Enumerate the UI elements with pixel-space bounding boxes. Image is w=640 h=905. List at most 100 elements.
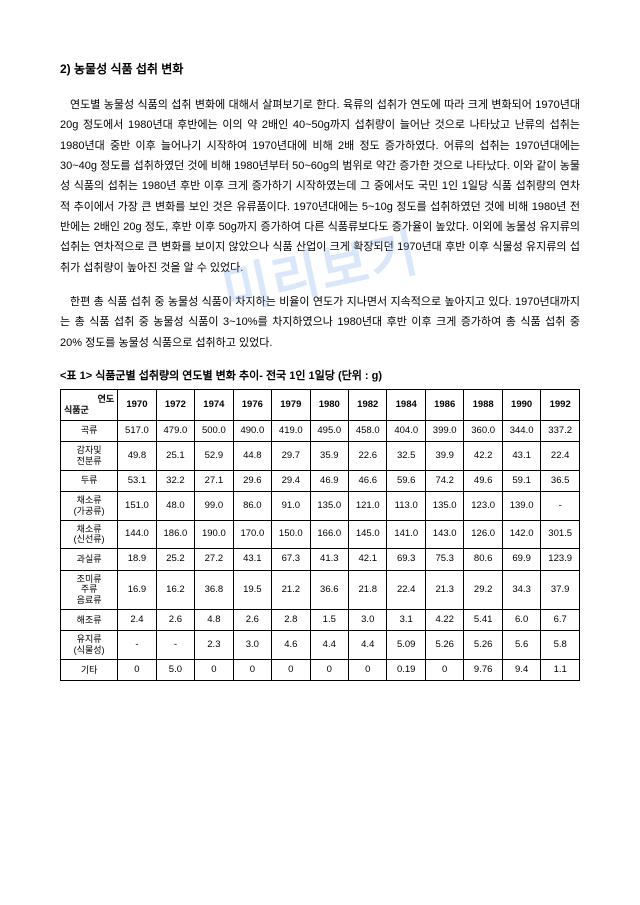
table-row: 기타05.0000000.1909.769.41.1 — [61, 659, 580, 680]
data-cell: 21.2 — [272, 570, 310, 609]
data-cell: 0 — [310, 659, 348, 680]
data-cell: 69.3 — [387, 549, 425, 570]
data-cell: 4.4 — [310, 631, 348, 660]
data-cell: 59.6 — [387, 470, 425, 491]
data-cell: 3.0 — [233, 631, 271, 660]
data-cell: 53.1 — [118, 470, 156, 491]
data-cell: 49.6 — [464, 470, 502, 491]
data-cell: 143.0 — [425, 520, 463, 549]
data-cell: 27.1 — [195, 470, 233, 491]
food-intake-table: 연도 식품군 1970 1972 1974 1976 1979 1980 198… — [60, 389, 580, 681]
data-cell: 113.0 — [387, 492, 425, 521]
data-cell: 121.0 — [349, 492, 387, 521]
data-cell: 19.5 — [233, 570, 271, 609]
paragraph-2: 한편 총 식품 섭취 중 농물성 식품이 차지하는 비율이 연도가 지나면서 지… — [60, 292, 580, 353]
data-cell: 29.4 — [272, 470, 310, 491]
data-cell: 49.8 — [118, 442, 156, 471]
data-cell: 6.7 — [541, 609, 580, 630]
row-label: 두류 — [61, 470, 118, 491]
year-header: 1992 — [541, 390, 580, 421]
data-cell: 41.3 — [310, 549, 348, 570]
section-title: 2) 농물성 식품 섭취 변화 — [60, 60, 580, 77]
data-cell: 52.9 — [195, 442, 233, 471]
data-cell: 0 — [233, 659, 271, 680]
data-cell: 22.6 — [349, 442, 387, 471]
data-cell: - — [156, 631, 194, 660]
data-cell: 419.0 — [272, 420, 310, 441]
data-cell: 21.3 — [425, 570, 463, 609]
data-cell: 32.2 — [156, 470, 194, 491]
data-cell: 170.0 — [233, 520, 271, 549]
row-label: 기타 — [61, 659, 118, 680]
data-cell: 500.0 — [195, 420, 233, 441]
data-cell: 144.0 — [118, 520, 156, 549]
row-label: 해조류 — [61, 609, 118, 630]
data-cell: 145.0 — [349, 520, 387, 549]
data-cell: 48.0 — [156, 492, 194, 521]
paragraph-1: 연도별 농물성 식품의 섭취 변화에 대해서 살펴보기로 한다. 육류의 섭취가… — [60, 95, 580, 278]
row-label: 조미류주류음료류 — [61, 570, 118, 609]
year-header: 1976 — [233, 390, 271, 421]
data-cell: 190.0 — [195, 520, 233, 549]
table-row: 채소류(신선류)144.0186.0190.0170.0150.0166.014… — [61, 520, 580, 549]
data-cell: 135.0 — [425, 492, 463, 521]
data-cell: 2.6 — [156, 609, 194, 630]
data-cell: 5.26 — [425, 631, 463, 660]
data-cell: 404.0 — [387, 420, 425, 441]
data-cell: 123.0 — [464, 492, 502, 521]
data-cell: 37.9 — [541, 570, 580, 609]
data-cell: 9.76 — [464, 659, 502, 680]
data-cell: 0.19 — [387, 659, 425, 680]
year-header: 1988 — [464, 390, 502, 421]
row-label: 과실류 — [61, 549, 118, 570]
data-cell: 16.2 — [156, 570, 194, 609]
year-header: 1972 — [156, 390, 194, 421]
data-cell: 5.8 — [541, 631, 580, 660]
data-cell: 4.8 — [195, 609, 233, 630]
data-cell: 16.9 — [118, 570, 156, 609]
data-cell: 301.5 — [541, 520, 580, 549]
row-label: 채소류(신선류) — [61, 520, 118, 549]
data-cell: 2.3 — [195, 631, 233, 660]
table-row: 해조류2.42.64.82.62.81.53.03.14.225.416.06.… — [61, 609, 580, 630]
data-cell: 9.4 — [502, 659, 540, 680]
data-cell: 43.1 — [502, 442, 540, 471]
data-cell: 34.3 — [502, 570, 540, 609]
data-cell: 25.1 — [156, 442, 194, 471]
data-cell: 22.4 — [387, 570, 425, 609]
row-label: 채소류(가공류) — [61, 492, 118, 521]
data-cell: 1.5 — [310, 609, 348, 630]
data-cell: - — [541, 492, 580, 521]
data-cell: 3.0 — [349, 609, 387, 630]
table-header-row: 연도 식품군 1970 1972 1974 1976 1979 1980 198… — [61, 390, 580, 421]
data-cell: - — [118, 631, 156, 660]
data-cell: 5.09 — [387, 631, 425, 660]
corner-cell: 연도 식품군 — [61, 390, 118, 421]
data-cell: 74.2 — [425, 470, 463, 491]
data-cell: 126.0 — [464, 520, 502, 549]
data-cell: 22.4 — [541, 442, 580, 471]
data-cell: 490.0 — [233, 420, 271, 441]
year-header: 1986 — [425, 390, 463, 421]
data-cell: 27.2 — [195, 549, 233, 570]
row-label: 유지류(식물성) — [61, 631, 118, 660]
data-cell: 35.9 — [310, 442, 348, 471]
data-cell: 517.0 — [118, 420, 156, 441]
data-cell: 344.0 — [502, 420, 540, 441]
data-cell: 166.0 — [310, 520, 348, 549]
data-cell: 458.0 — [349, 420, 387, 441]
table-row: 유지류(식물성)--2.33.04.64.44.45.095.265.265.6… — [61, 631, 580, 660]
table-caption: <표 1> 식품군별 섭취량의 연도별 변화 추이- 전국 1인 1일당 (단위… — [60, 367, 580, 383]
year-header: 1984 — [387, 390, 425, 421]
data-cell: 2.6 — [233, 609, 271, 630]
data-cell: 337.2 — [541, 420, 580, 441]
data-cell: 2.4 — [118, 609, 156, 630]
data-cell: 91.0 — [272, 492, 310, 521]
data-cell: 80.6 — [464, 549, 502, 570]
data-cell: 151.0 — [118, 492, 156, 521]
data-cell: 360.0 — [464, 420, 502, 441]
data-cell: 18.9 — [118, 549, 156, 570]
data-cell: 6.0 — [502, 609, 540, 630]
data-cell: 46.9 — [310, 470, 348, 491]
data-cell: 21.8 — [349, 570, 387, 609]
